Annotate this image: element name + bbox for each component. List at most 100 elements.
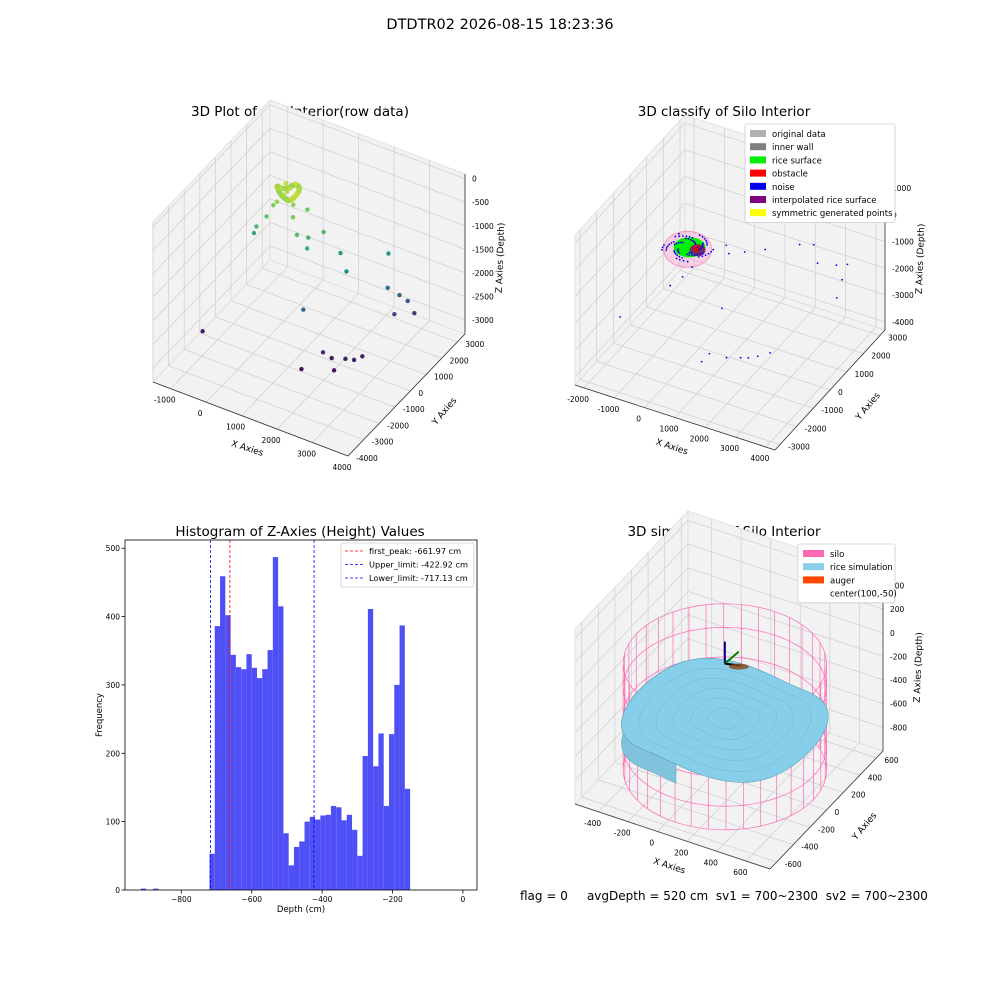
grid-line (269, 245, 466, 321)
z-tick-label: -1500 (472, 245, 494, 254)
noise-point (700, 246, 703, 249)
noise-point (756, 355, 759, 358)
noise-point (689, 238, 692, 241)
y-tick-label: 200 (106, 749, 121, 758)
x-tick-label: 0 (461, 895, 466, 904)
x-tick-label: 1000 (226, 423, 245, 432)
grid-line (684, 229, 886, 296)
y-tick-label: 500 (106, 544, 121, 553)
grid-line (276, 306, 395, 430)
raw-data-point (299, 366, 304, 372)
y-axis-label: Y Axies (430, 396, 459, 428)
y-tick-label: 300 (106, 681, 121, 690)
histogram-bar (272, 557, 279, 890)
x-tick-label: -200 (614, 829, 631, 838)
z-axis-label: Z Axies (Depth) (913, 632, 925, 703)
histogram-bar (304, 821, 310, 890)
grid-line (629, 324, 831, 391)
x-tick-label: 3000 (297, 450, 316, 459)
simulation-legend: silo rice simulation auger center(100,-50) (797, 543, 897, 604)
z-tick-label: -1000 (472, 222, 494, 231)
noise-point (678, 258, 681, 261)
histogram-bar (362, 756, 368, 890)
grid-line (596, 360, 797, 427)
histogram-bar (352, 829, 358, 890)
noise-point (694, 242, 697, 245)
histogram-bar (399, 625, 405, 890)
classify-legend: original data inner wall rice surface obsta… (744, 123, 896, 223)
raw-data-point (405, 298, 410, 304)
grid-line (199, 332, 395, 408)
histogram-bar (293, 846, 300, 890)
histogram-bar (153, 888, 159, 890)
classify-points (619, 230, 849, 363)
x-tick-label: 3000 (720, 444, 739, 453)
noise-point (701, 245, 704, 248)
noise-point (747, 357, 750, 359)
legend-frame (797, 543, 896, 604)
raw-data-point (351, 357, 357, 363)
noise-point (798, 243, 801, 246)
raw-data-point (254, 224, 259, 229)
rice-mesh-line (638, 668, 812, 772)
z-tick-label: -1000 (892, 238, 914, 247)
grid-line (684, 256, 886, 323)
noise-point (673, 251, 676, 254)
grid-line (241, 293, 359, 416)
grid-line (152, 245, 271, 369)
raw-data-point (305, 207, 310, 212)
raw-data-point (291, 202, 296, 207)
raw-data-point (288, 186, 293, 191)
noise-point (710, 250, 713, 253)
noise-point (700, 360, 703, 363)
histogram-legend: first_peak: -661.97 cm Upper_limit: -422.… (340, 542, 475, 588)
noise-point (684, 237, 687, 240)
grid-line (574, 520, 689, 639)
noise-point (682, 259, 685, 262)
y-tick-label: 0 (115, 886, 120, 895)
noise-point (701, 242, 704, 245)
histogram-bar (299, 841, 305, 890)
legend-label: original data (772, 130, 826, 140)
rice-mesh-line (707, 707, 743, 729)
x-tick-label: −800 (171, 895, 192, 904)
x-axis-label: X Axies (652, 857, 687, 877)
z-tick-label: 400 (890, 581, 905, 590)
noise-point (686, 253, 688, 256)
histogram-bar (325, 814, 331, 890)
noise-point (681, 256, 683, 259)
legend-label: inner wall (772, 143, 813, 153)
histogram-bar (140, 888, 147, 890)
x-tick-label: -400 (584, 819, 601, 828)
histogram-bar (320, 815, 326, 890)
histogram-bar (235, 667, 242, 890)
x-tick-label: −400 (312, 895, 333, 904)
noise-point (698, 234, 701, 237)
chart-title-histogram: Histogram of Z-Axies (Height) Values (175, 524, 425, 540)
z-tick-label: -2000 (472, 269, 494, 278)
raw-data-point (329, 355, 334, 361)
y-tick-label: 2000 (871, 352, 890, 361)
noise-point (701, 255, 704, 258)
histogram-bar (230, 654, 236, 890)
histogram-bar (267, 650, 273, 890)
raw-data-point (283, 181, 289, 186)
grid-line (574, 149, 686, 271)
noise-point (678, 235, 681, 238)
noise-point (677, 248, 680, 251)
noise-point (702, 243, 704, 246)
y-tick-label: 0 (838, 388, 843, 397)
grid-line (687, 614, 884, 681)
noise-point (666, 245, 669, 247)
grid-line (574, 256, 686, 378)
x-tick-label: 2000 (262, 436, 281, 445)
z-tick-label: 0 (472, 175, 477, 184)
x-tick-label: 400 (704, 858, 719, 867)
raw-data-point (343, 356, 348, 362)
simulation-surfaces (621, 603, 829, 831)
grid-line (679, 270, 881, 336)
axis-line (574, 384, 776, 451)
y-axis-label: Y Axies (850, 811, 879, 843)
raw-data-point (200, 329, 205, 334)
histogram-bar (389, 734, 395, 890)
